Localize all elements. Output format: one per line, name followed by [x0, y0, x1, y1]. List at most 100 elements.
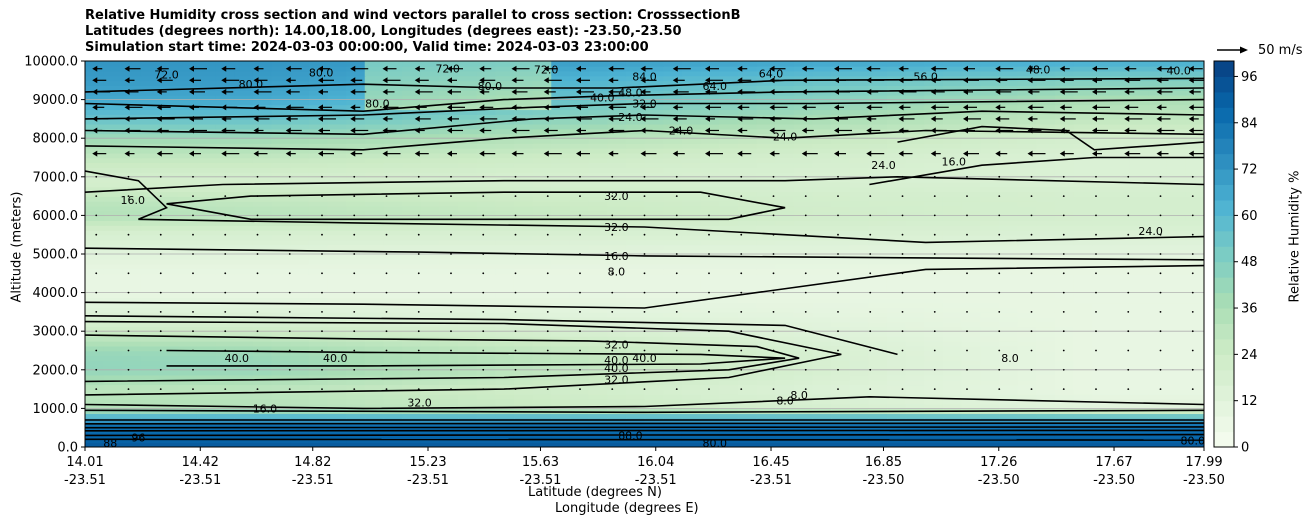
rh-cell — [532, 403, 553, 410]
rh-cell — [663, 147, 683, 154]
rh-cell — [1148, 176, 1168, 183]
rh-cell — [1036, 254, 1056, 260]
rh-cell — [383, 345, 403, 352]
rh-cell — [402, 200, 422, 207]
rh-cell — [1017, 336, 1037, 342]
rh-cell — [532, 331, 553, 337]
rh-cell — [1166, 239, 1187, 246]
rh-cell — [1110, 379, 1131, 386]
rh-cell — [569, 374, 590, 381]
rh-cell — [681, 311, 702, 318]
rh-cell — [1185, 258, 1204, 265]
rh-cell — [103, 118, 124, 125]
rh-cell — [644, 234, 664, 241]
rh-cell — [513, 215, 534, 222]
rh-cell — [122, 94, 142, 101]
rh-cell — [644, 186, 664, 193]
rh-cell — [402, 225, 422, 231]
rh-cell — [402, 94, 422, 101]
rh-cell — [700, 398, 720, 405]
rh-cell — [346, 292, 366, 299]
rh-cell — [625, 336, 646, 342]
rh-cell — [1054, 278, 1075, 284]
rh-cell — [942, 70, 963, 77]
rh-cell — [327, 442, 347, 447]
rh-cell — [513, 109, 534, 115]
rh-cell — [252, 191, 273, 197]
rh-cell — [364, 287, 385, 294]
rh-cell — [196, 326, 217, 332]
rh-cell — [1129, 316, 1149, 323]
rh-cell — [924, 302, 944, 308]
rh-cell — [1148, 171, 1168, 178]
rh-cell — [961, 191, 981, 197]
rh-cell — [998, 85, 1019, 91]
rh-cell — [327, 268, 347, 275]
rh-cell — [364, 369, 385, 376]
rh-cell — [532, 258, 553, 265]
rh-cell — [327, 109, 347, 115]
rh-cell — [402, 374, 422, 381]
rh-cell — [327, 229, 347, 236]
rh-cell — [495, 258, 515, 265]
rh-cell — [775, 249, 795, 255]
rh-cell — [663, 234, 683, 241]
rh-cell — [1054, 384, 1075, 390]
rh-cell — [196, 118, 217, 125]
rh-cell — [103, 403, 124, 410]
rh-cell — [308, 94, 329, 101]
rh-cell — [980, 292, 1000, 299]
rh-cell — [588, 413, 608, 419]
rh-cell — [681, 384, 702, 390]
wind-arrow — [124, 65, 141, 72]
rh-cell — [700, 364, 720, 371]
rh-cell — [1129, 321, 1149, 328]
rh-cell — [625, 278, 646, 284]
rh-cell — [85, 360, 105, 366]
rh-cell — [252, 186, 273, 193]
rh-cell — [402, 273, 422, 279]
rh-cell — [924, 80, 944, 86]
wind-arrow — [575, 77, 590, 84]
rh-cell — [551, 364, 571, 371]
rh-cell — [458, 239, 478, 246]
rh-cell — [551, 99, 571, 106]
rh-cell — [1036, 99, 1056, 106]
rh-cell — [122, 118, 142, 125]
wind-arrow — [382, 77, 401, 84]
rh-cell — [607, 89, 627, 96]
rh-cell — [905, 234, 926, 241]
rh-cell — [998, 167, 1019, 173]
rh-cell — [1054, 374, 1075, 381]
rh-cell — [439, 176, 459, 183]
rh-cell — [476, 307, 497, 313]
rh-cell — [1036, 196, 1056, 202]
rh-cell — [961, 220, 981, 226]
rh-cell — [681, 157, 702, 164]
rh-cell — [700, 263, 720, 270]
rh-cell — [1185, 89, 1204, 96]
rh-cell — [215, 393, 235, 400]
rh-cell — [1148, 89, 1168, 96]
rh-cell — [1166, 61, 1187, 67]
rh-cell — [196, 379, 217, 386]
rh-cell — [1148, 167, 1168, 173]
rh-cell — [1017, 191, 1037, 197]
rh-cell — [402, 297, 422, 304]
rh-cell — [924, 326, 944, 332]
rh-cell — [420, 171, 441, 178]
rh-cell — [458, 244, 478, 250]
rh-cell — [886, 249, 907, 255]
rh-cell — [290, 215, 310, 222]
rh-cell — [1036, 80, 1056, 86]
rh-cell — [1166, 99, 1187, 106]
rh-cell — [308, 307, 329, 313]
rh-cell — [1036, 403, 1056, 410]
rh-cell — [420, 297, 441, 304]
rh-cell — [681, 278, 702, 284]
rh-cell — [346, 393, 366, 400]
rh-cell — [588, 104, 608, 111]
rh-cell — [234, 133, 254, 139]
rh-cell — [812, 422, 832, 429]
rh-cell — [308, 196, 329, 202]
